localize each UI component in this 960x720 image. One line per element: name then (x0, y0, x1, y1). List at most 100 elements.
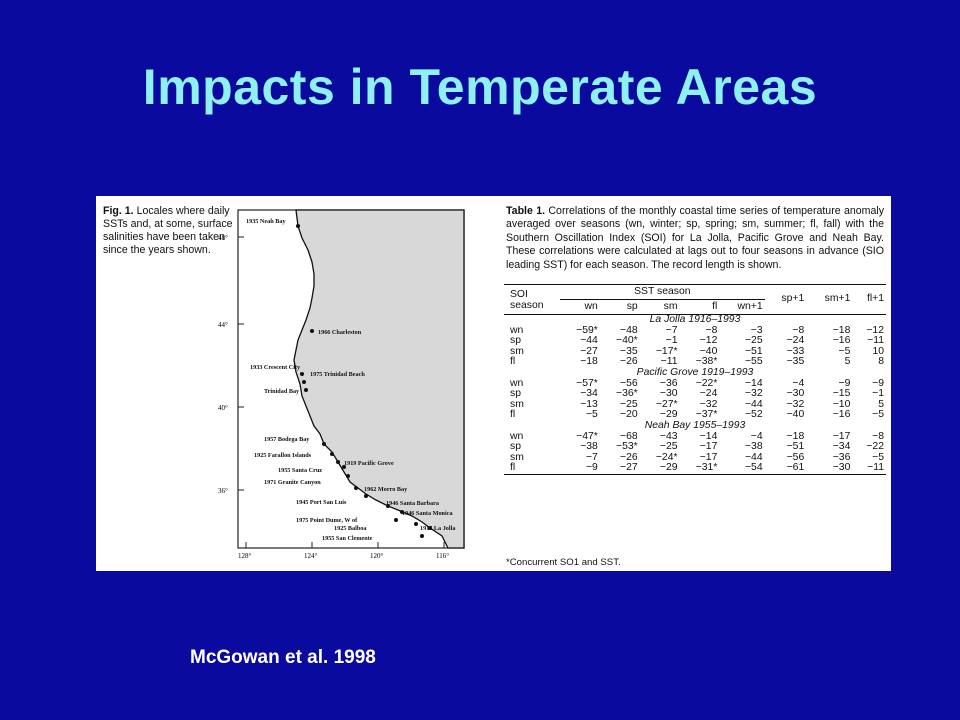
sst-season-header: SST season (560, 284, 765, 300)
correlation-cell: −16 (832, 409, 851, 421)
row-season-label: fl (510, 356, 516, 368)
correlation-cell: −30 (786, 388, 805, 400)
correlation-cell: −36* (616, 388, 638, 400)
correlation-cell: −35 (786, 356, 805, 368)
correlation-cell: −61 (786, 462, 805, 474)
correlation-cell: −29 (659, 409, 678, 421)
correlation-cell: −43 (659, 430, 678, 442)
correlation-cell: −68 (620, 430, 638, 442)
table-row: wn −57* −56 −36 −22* −14 −4 −9 −9 (504, 377, 886, 390)
correlation-cell: −18 (786, 430, 805, 442)
correlation-cell: −5 (872, 409, 884, 421)
correlation-cell: −24 (786, 335, 805, 347)
correlation-cell: −5 (585, 409, 598, 421)
table-caption-label: Table 1. (506, 205, 546, 217)
table-row: sm −13 −25 −27* −32 −44 −32 −10 5 (504, 398, 886, 411)
correlation-cell: −12 (699, 335, 718, 347)
correlation-cell: 8 (878, 356, 884, 368)
correlation-table: SOI season SST season sp+1 sm+1 fl+1 wn … (504, 284, 886, 475)
slide-title: Impacts in Temperate Areas (142, 59, 818, 115)
correlation-cell: −38 (744, 441, 763, 453)
correlation-cell: −25 (744, 335, 763, 347)
correlation-cell: −22* (695, 377, 718, 389)
correlation-cell: −11 (867, 462, 884, 474)
correlation-cell: −25 (659, 441, 678, 453)
table-row: fl −5 −20 −29 −37* −52 −40 −16 −5 (504, 410, 886, 421)
row-season-label: wn (510, 324, 524, 336)
coast-map-svg: 48° 44° 40° 36° 128° 124° 120° 116° (218, 209, 465, 560)
correlation-cell: −27* (655, 398, 678, 410)
row-season-label: sm (510, 398, 524, 410)
correlation-cell: −26 (620, 356, 638, 368)
col-header: fl (712, 300, 718, 312)
site-label: 1946 Santa Monica (402, 510, 453, 517)
site-dot (400, 510, 404, 514)
correlation-cell: −11 (660, 356, 678, 368)
correlation-cell: −11 (867, 335, 884, 347)
correlation-cell: −48 (620, 324, 638, 336)
site-label: 1946 Santa Barbara (386, 500, 439, 507)
correlation-cell: −5 (838, 345, 851, 357)
site-markers (296, 224, 432, 538)
correlation-cell: −13 (580, 398, 598, 410)
correlation-cell: −44 (580, 335, 598, 347)
table-section-header: La Jolla 1916–1993 (649, 314, 741, 325)
row-season-label: wn (510, 430, 524, 442)
correlation-cell: −4 (750, 430, 763, 442)
table-row: sp −44 −40* −1 −12 −25 −24 −16 −11 (504, 336, 886, 347)
correlation-cell: −38* (695, 356, 718, 368)
correlation-cell: −57* (576, 377, 598, 389)
site-dot (300, 372, 304, 376)
lon-label: 120° (370, 552, 384, 560)
site-dot (322, 442, 326, 446)
site-label: 1945 Port San Luis (296, 499, 347, 506)
row-season-label: sm (510, 345, 524, 357)
site-label: 1933 Crescent City (250, 364, 301, 371)
land-area (293, 209, 465, 549)
site-dot (302, 380, 306, 384)
row-season-label: sp (510, 388, 521, 400)
lat-label: 36° (218, 487, 228, 495)
correlation-cell: −7 (665, 324, 678, 336)
site-label: 1955 San Clemente (322, 535, 373, 542)
correlation-cell: −8 (872, 430, 884, 442)
correlation-cell: −30 (832, 462, 851, 474)
correlation-cell: −17* (655, 345, 678, 357)
correlation-cell: −56 (620, 377, 638, 389)
table-row: wn −59* −48 −7 −8 −3 −8 −18 −12 (504, 324, 886, 337)
correlation-cell: −34 (580, 388, 598, 400)
correlation-cell: −56 (786, 451, 805, 463)
correlation-cell: −34 (832, 441, 851, 453)
correlation-cell: −40 (786, 409, 805, 421)
correlation-cell: −3 (750, 324, 763, 336)
table-row: sp −34 −36* −30 −24 −32 −30 −15 −1 (504, 389, 886, 400)
correlation-cell: −18 (580, 356, 598, 368)
row-season-label: sm (510, 451, 524, 463)
figure-panel: Fig. 1. Locales where daily SSTs and, at… (96, 196, 891, 571)
site-dot (428, 526, 432, 530)
site-dot (310, 329, 314, 333)
table-body: La Jolla 1916–1993 wn −59* −48 −7 −8 −3 −8 −18 −1… (504, 314, 886, 475)
lon-label: 116° (436, 552, 449, 560)
correlation-cell: −18 (832, 324, 851, 336)
table-row: sm −7 −26 −24* −17 −44 −56 −36 −5 (504, 451, 886, 464)
site-dot (336, 460, 340, 464)
correlation-cell: −27 (580, 345, 598, 357)
correlation-cell: −24 (699, 388, 718, 400)
site-label: 1925 Farallon Islands (254, 452, 312, 459)
correlation-cell: −44 (744, 398, 763, 410)
table-section-header: Neah Bay 1955–1993 (644, 419, 746, 431)
correlation-cell: −9 (838, 377, 851, 389)
correlation-cell: −22 (866, 441, 884, 453)
site-label: Trinidad Bay (264, 388, 300, 395)
col-header: sp (626, 300, 638, 312)
site-label: 1975 Trinidad Beach (310, 371, 365, 378)
site-label: 1962 Morro Bay (364, 486, 408, 493)
correlation-cell: −52 (744, 409, 763, 421)
correlation-cell: −26 (620, 451, 638, 463)
row-season-label: sp (510, 335, 521, 347)
site-dot (354, 486, 358, 490)
correlation-cell: −17 (699, 441, 718, 453)
row-season-label: wn (510, 377, 524, 389)
site-label: 1919 Pacific Grove (344, 460, 394, 467)
